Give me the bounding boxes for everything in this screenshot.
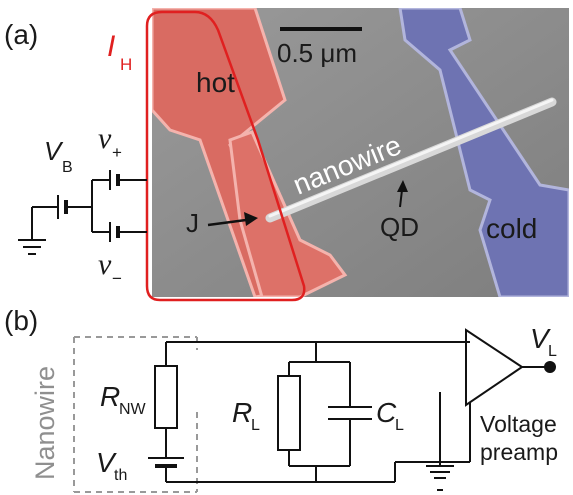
bias-sub: B — [62, 159, 73, 176]
nanowire — [265, 97, 557, 223]
vminus-sub: − — [112, 269, 122, 288]
panel-b: (b) Nanowire — [4, 305, 558, 493]
nanowire-body — [265, 97, 557, 223]
nanowire-box — [73, 336, 198, 493]
rnw-sub: NW — [119, 401, 147, 418]
bias-label: V — [44, 136, 64, 166]
preamp-label-line1: Voltage — [480, 411, 557, 437]
panel-b-label: (b) — [4, 305, 38, 336]
nanowire-box-label: Nanowire — [30, 366, 60, 480]
vplus-sub: + — [112, 143, 122, 162]
current-label: I — [107, 30, 115, 63]
scale-bar-label: 0.5 μm — [277, 38, 357, 68]
cl-sub: L — [395, 417, 404, 434]
vth-sub: th — [114, 467, 127, 484]
junction-arrow — [207, 212, 258, 227]
hot-label: hot — [196, 67, 235, 98]
cold-pad — [398, 8, 569, 297]
preamp-label-line2: preamp — [480, 439, 558, 465]
vminus-label: v — [98, 248, 112, 281]
preamp-triangle — [465, 328, 524, 407]
panel-a-label: (a) — [4, 19, 38, 50]
cold-contact — [398, 8, 569, 297]
bias-circuit — [18, 170, 147, 255]
rnw-resistor — [154, 365, 178, 429]
vplus-label: v — [98, 122, 112, 155]
rnw-label: R — [100, 381, 120, 412]
rl-label: R — [232, 397, 252, 428]
cl-label: C — [376, 397, 397, 428]
panel-a: (a) 0.5 μm hot cold nanowire — [4, 8, 569, 302]
qd-arrow — [397, 180, 408, 208]
vl-label: V — [530, 323, 551, 354]
rl-sub: L — [251, 417, 260, 434]
current-loop — [145, 10, 306, 302]
vl-sub: L — [548, 343, 557, 360]
nanowire-highlight — [268, 98, 554, 218]
current-sub: H — [120, 55, 132, 74]
cold-label: cold — [486, 213, 537, 244]
sem-image — [152, 8, 569, 297]
rl-resistor — [277, 375, 301, 451]
vth-label: V — [96, 447, 117, 478]
vl-terminal — [544, 361, 556, 373]
qd-label: QD — [380, 212, 419, 242]
circuit-b — [148, 328, 548, 491]
junction-label: J — [186, 208, 199, 238]
